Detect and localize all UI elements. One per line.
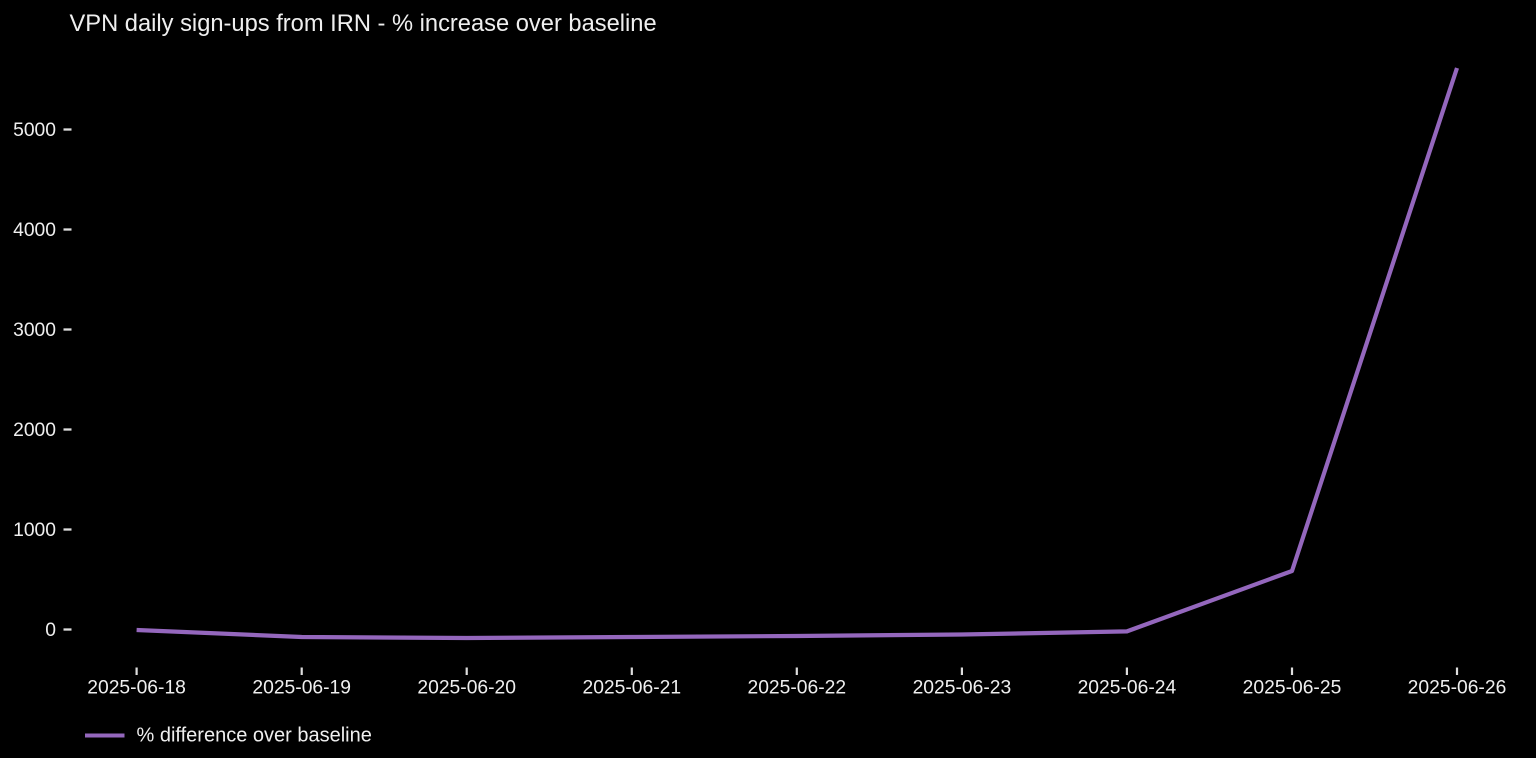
svg-text:0: 0 [45, 620, 56, 641]
svg-text:2025-06-19: 2025-06-19 [252, 677, 351, 698]
svg-text:2025-06-24: 2025-06-24 [1078, 677, 1177, 698]
svg-text:2025-06-26: 2025-06-26 [1408, 677, 1507, 698]
svg-text:4000: 4000 [13, 220, 56, 241]
svg-text:2025-06-22: 2025-06-22 [747, 677, 846, 698]
svg-text:1000: 1000 [13, 520, 56, 541]
svg-text:3000: 3000 [13, 320, 56, 341]
svg-text:VPN daily sign-ups from IRN -: VPN daily sign-ups from IRN - % increase… [70, 11, 657, 37]
svg-text:2025-06-21: 2025-06-21 [582, 677, 681, 698]
svg-text:2025-06-18: 2025-06-18 [87, 677, 186, 698]
svg-text:2025-06-23: 2025-06-23 [913, 677, 1012, 698]
svg-text:5000: 5000 [13, 120, 56, 141]
svg-text:% difference over baseline: % difference over baseline [137, 725, 372, 747]
svg-text:2025-06-25: 2025-06-25 [1243, 677, 1342, 698]
svg-text:2025-06-20: 2025-06-20 [417, 677, 516, 698]
svg-text:2000: 2000 [13, 420, 56, 441]
